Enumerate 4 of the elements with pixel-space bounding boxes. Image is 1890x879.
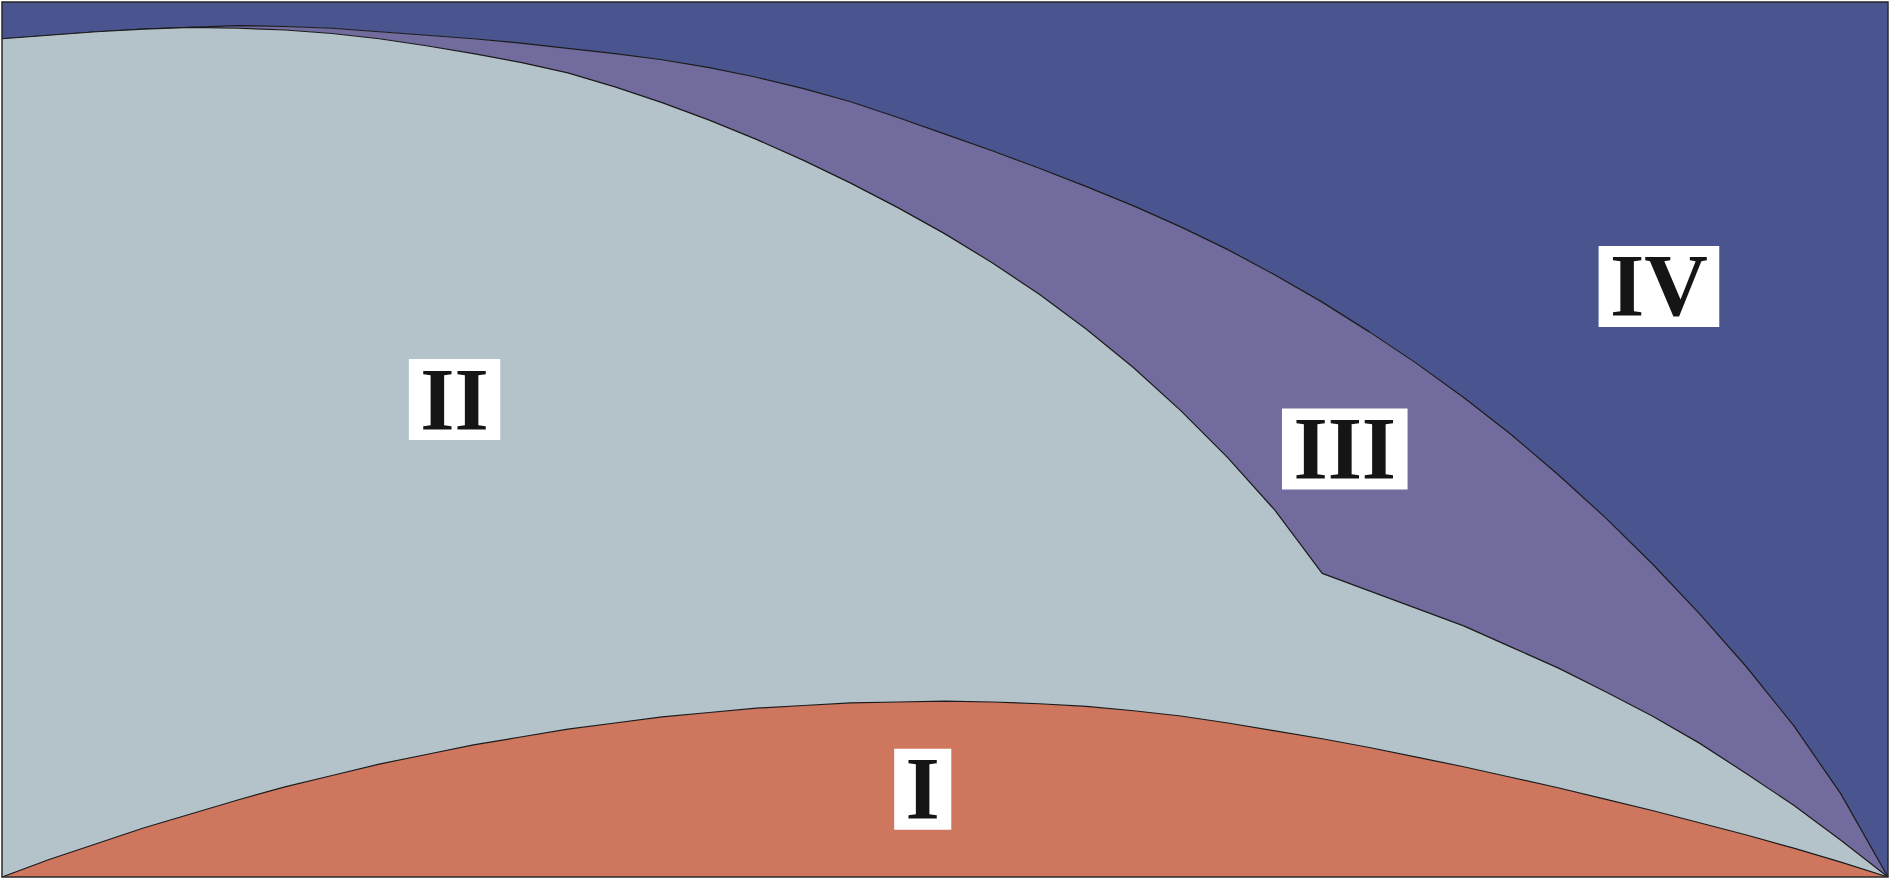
series-label: I — [905, 740, 940, 838]
series-label: III — [1293, 400, 1397, 498]
series-label: IV — [1610, 237, 1708, 335]
series-label: II — [420, 350, 489, 448]
